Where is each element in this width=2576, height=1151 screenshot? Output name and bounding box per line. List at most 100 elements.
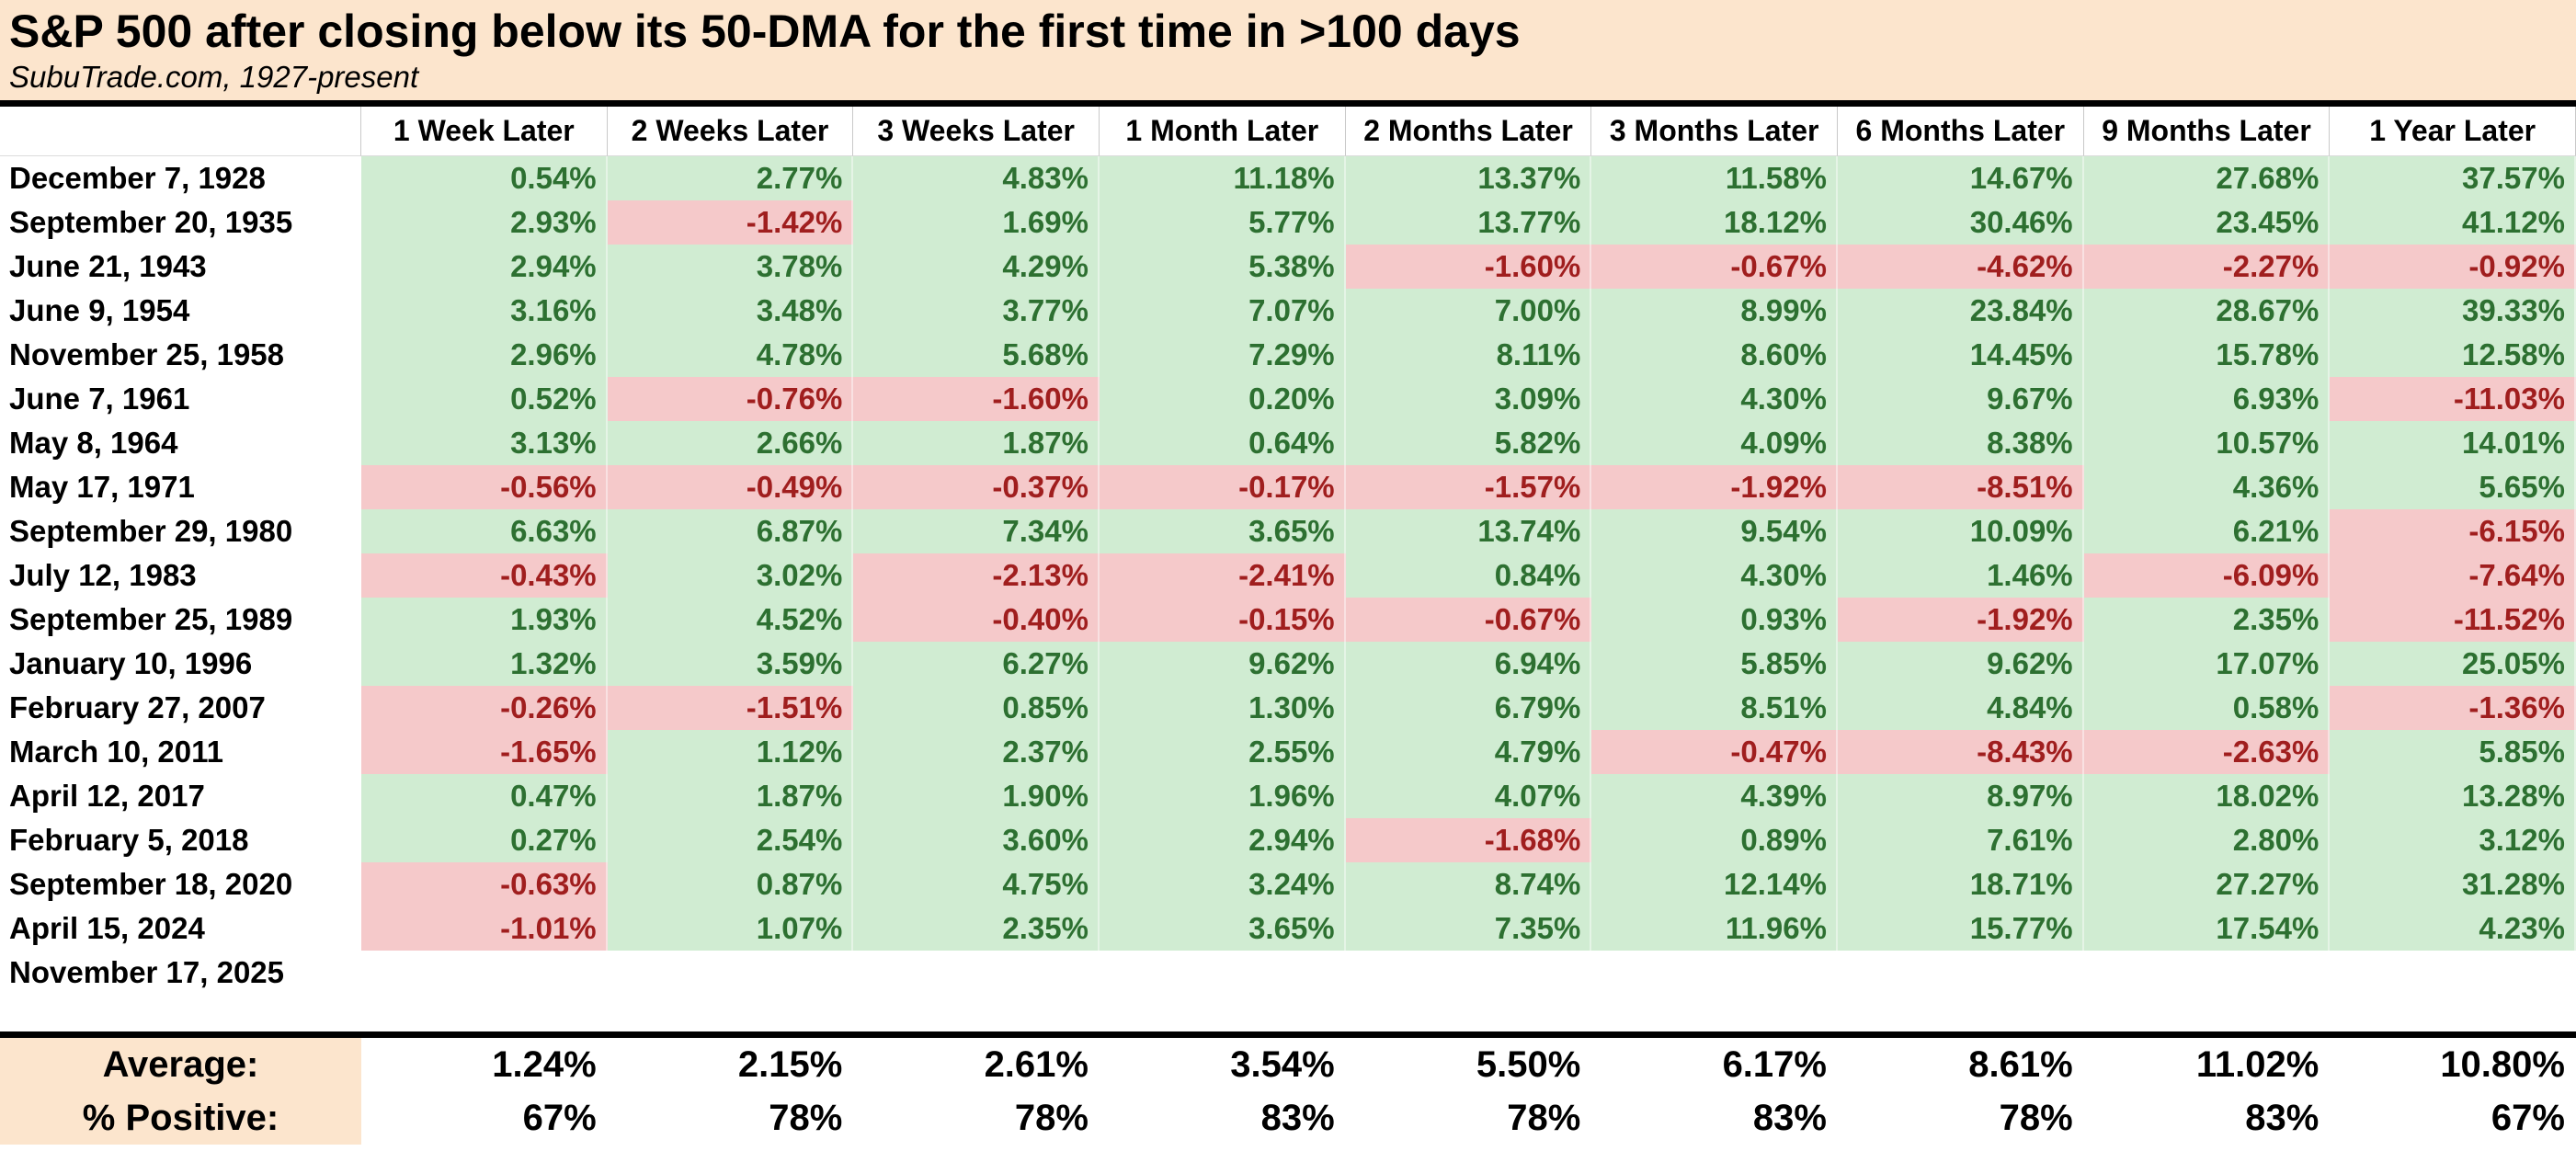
value-cell: 18.71% <box>1837 862 2084 906</box>
summary-label: % Positive: <box>0 1091 361 1145</box>
value-cell: 0.85% <box>853 686 1100 730</box>
value-cell: 27.27% <box>2083 862 2331 906</box>
date-cell: April 12, 2017 <box>0 774 361 818</box>
date-cell: September 29, 1980 <box>0 509 361 553</box>
value-cell: 10.57% <box>2083 421 2331 465</box>
value-cell: -0.63% <box>361 862 608 906</box>
value-cell: 25.05% <box>2330 642 2576 686</box>
value-cell: 2.96% <box>361 333 608 377</box>
date-cell: May 17, 1971 <box>0 465 361 509</box>
value-cell: 5.82% <box>1345 421 1592 465</box>
summary-value: 10.80% <box>2330 1038 2576 1091</box>
returns-table: 1 Week Later 2 Weeks Later 3 Weeks Later 1 … <box>0 107 2576 1145</box>
summary-value: 11.02% <box>2083 1038 2331 1091</box>
date-cell: September 25, 1989 <box>0 598 361 642</box>
value-cell: 41.12% <box>2330 200 2576 245</box>
value-cell: 0.84% <box>1345 553 1592 598</box>
value-cell: -1.51% <box>607 686 854 730</box>
value-cell: 4.29% <box>853 245 1100 289</box>
value-cell <box>1345 951 1592 995</box>
value-cell: -0.17% <box>1099 465 1346 509</box>
value-cell: 8.97% <box>1837 774 2084 818</box>
value-cell: 6.21% <box>2083 509 2331 553</box>
summary-value: 83% <box>2083 1091 2331 1145</box>
summary-value: 2.61% <box>853 1038 1100 1091</box>
value-cell: -0.92% <box>2330 245 2576 289</box>
summary-value: 6.17% <box>1591 1038 1838 1091</box>
value-cell: -0.67% <box>1345 598 1592 642</box>
value-cell: 30.46% <box>1837 200 2084 245</box>
value-cell: -0.49% <box>607 465 854 509</box>
value-cell <box>1099 951 1346 995</box>
value-cell: -6.09% <box>2083 553 2331 598</box>
value-cell: 1.93% <box>361 598 608 642</box>
value-cell: 0.20% <box>1099 377 1346 421</box>
date-cell: June 9, 1954 <box>0 289 361 333</box>
value-cell: 1.30% <box>1099 686 1346 730</box>
value-cell: 4.83% <box>853 156 1100 200</box>
value-cell: 3.16% <box>361 289 608 333</box>
value-cell: 3.02% <box>607 553 854 598</box>
summary-value: 3.54% <box>1099 1038 1346 1091</box>
value-cell: -1.65% <box>361 730 608 774</box>
value-cell: 0.27% <box>361 818 608 862</box>
value-cell: 9.62% <box>1837 642 2084 686</box>
value-cell: 7.35% <box>1345 906 1592 951</box>
value-cell: 15.77% <box>1837 906 2084 951</box>
value-cell: 6.63% <box>361 509 608 553</box>
value-cell: 13.77% <box>1345 200 1592 245</box>
value-cell: 9.67% <box>1837 377 2084 421</box>
summary-value: 78% <box>1837 1091 2084 1145</box>
value-cell: 5.77% <box>1099 200 1346 245</box>
value-cell: -1.01% <box>361 906 608 951</box>
summary-value: 83% <box>1591 1091 1838 1145</box>
value-cell: 4.79% <box>1345 730 1592 774</box>
value-cell: 3.09% <box>1345 377 1592 421</box>
value-cell: 9.62% <box>1099 642 1346 686</box>
value-cell: -4.62% <box>1837 245 2084 289</box>
value-cell: 4.52% <box>607 598 854 642</box>
summary-value: 78% <box>853 1091 1100 1145</box>
value-cell: -1.92% <box>1591 465 1838 509</box>
date-cell: June 21, 1943 <box>0 245 361 289</box>
value-cell: 13.37% <box>1345 156 1592 200</box>
column-header: 2 Weeks Later <box>607 107 854 156</box>
value-cell: -8.51% <box>1837 465 2084 509</box>
value-cell: 2.37% <box>853 730 1100 774</box>
value-cell: 3.65% <box>1099 509 1346 553</box>
value-cell: 2.94% <box>1099 818 1346 862</box>
date-cell: November 25, 1958 <box>0 333 361 377</box>
value-cell: 0.47% <box>361 774 608 818</box>
value-cell: -1.57% <box>1345 465 1592 509</box>
value-cell: 11.58% <box>1591 156 1838 200</box>
date-cell: February 5, 2018 <box>0 818 361 862</box>
value-cell: 11.96% <box>1591 906 1838 951</box>
value-cell: 1.32% <box>361 642 608 686</box>
value-cell: 8.74% <box>1345 862 1592 906</box>
value-cell: 2.35% <box>853 906 1100 951</box>
value-cell: 13.74% <box>1345 509 1592 553</box>
value-cell: -1.60% <box>1345 245 1592 289</box>
value-cell: -2.13% <box>853 553 1100 598</box>
value-cell: 6.94% <box>1345 642 1592 686</box>
value-cell: -0.76% <box>607 377 854 421</box>
value-cell: 5.85% <box>2330 730 2576 774</box>
value-cell: 5.65% <box>2330 465 2576 509</box>
value-cell: 3.60% <box>853 818 1100 862</box>
value-cell: 8.99% <box>1591 289 1838 333</box>
value-cell: 7.00% <box>1345 289 1592 333</box>
value-cell: 2.54% <box>607 818 854 862</box>
value-cell: 6.79% <box>1345 686 1592 730</box>
date-cell: September 18, 2020 <box>0 862 361 906</box>
value-cell: -0.37% <box>853 465 1100 509</box>
value-cell: 4.78% <box>607 333 854 377</box>
value-cell: 1.87% <box>607 774 854 818</box>
value-cell: -11.03% <box>2330 377 2576 421</box>
column-header: 3 Weeks Later <box>853 107 1100 156</box>
column-header: 1 Year Later <box>2330 107 2576 156</box>
value-cell: 0.54% <box>361 156 608 200</box>
value-cell: 13.28% <box>2330 774 2576 818</box>
value-cell: 28.67% <box>2083 289 2331 333</box>
date-cell: May 8, 1964 <box>0 421 361 465</box>
value-cell: 7.34% <box>853 509 1100 553</box>
